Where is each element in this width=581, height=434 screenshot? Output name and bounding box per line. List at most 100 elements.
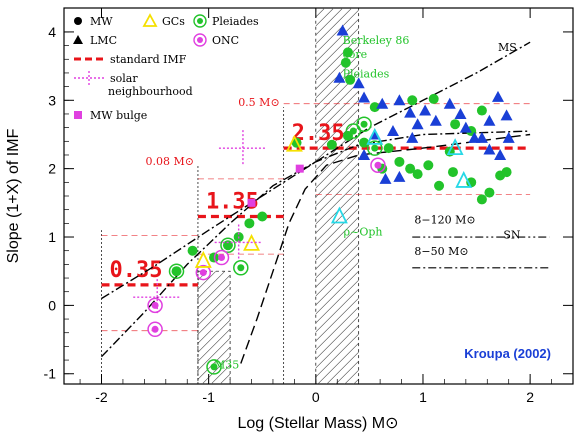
mw-point	[369, 102, 380, 113]
lmc-point	[500, 109, 513, 121]
hatch-band-left-hatch-line	[197, 271, 226, 299]
pleiades-point-core	[371, 144, 379, 152]
cyan-point	[366, 127, 384, 145]
hatch-band-right-hatch-line	[534, 8, 581, 384]
lmc-point	[376, 97, 389, 109]
mw-point	[447, 167, 458, 178]
pleiades-point	[345, 123, 362, 139]
hatch-band-left-hatch-line	[292, 271, 405, 384]
gcs-point	[194, 250, 212, 268]
legend-mw-marker	[74, 17, 82, 25]
legend-mw-label: MW	[90, 15, 113, 28]
pleiades-point-core	[173, 267, 181, 275]
hatch-band-left-hatch-line	[197, 337, 231, 371]
data-points	[133, 24, 515, 375]
hatched-regions	[197, 7, 581, 385]
mw-point	[405, 163, 416, 174]
pleiades-point	[220, 237, 236, 253]
mw-point	[359, 137, 370, 148]
hatch-band-right-hatch-line	[315, 306, 359, 351]
y-tick-label: 3	[48, 92, 56, 108]
legend-onc-marker	[193, 33, 207, 47]
mw-point	[476, 194, 487, 205]
lmc-point	[379, 172, 392, 184]
chart-text-label: MS	[498, 41, 517, 54]
hatch-band-right-hatch-line	[315, 180, 359, 225]
lmc-point	[358, 148, 371, 160]
hatch-band-right-lines	[315, 8, 581, 384]
hatch-band-left-hatch-line	[197, 271, 208, 281]
hatch-band-right-hatch-line	[315, 279, 359, 324]
mw-point	[394, 156, 405, 167]
lmc-point	[333, 71, 346, 83]
mw-point	[412, 169, 423, 180]
lmc-point	[475, 131, 488, 143]
cyan-point	[446, 138, 464, 156]
hatch-band-right-hatch-line	[353, 378, 359, 384]
hatch-band-right-hatch-line	[326, 351, 359, 384]
y-tick-label: 2	[48, 161, 56, 177]
lmc-point	[459, 121, 472, 133]
model-curve	[240, 133, 531, 364]
axes: -2 -1 0 1 2 -1 0 1 2 3 4	[44, 8, 573, 405]
pleiades-point-core	[349, 127, 357, 135]
legend-pleiades-label: Pleiades	[212, 15, 259, 28]
model-curves	[100, 41, 531, 364]
hatch-band-right-hatch-line	[315, 189, 359, 234]
y-tick-label: -1	[44, 366, 57, 382]
hatch-band-right-hatch-line	[363, 8, 581, 384]
legend-lmc-marker	[73, 35, 83, 44]
hatch-band-right-hatch-line	[552, 8, 581, 384]
model-curve	[100, 130, 531, 358]
hatch-band-right-hatch-line	[561, 8, 581, 384]
hatch-band-right-hatch-line	[507, 8, 581, 384]
chart-text-label: M35	[214, 358, 239, 371]
gcs-point	[285, 134, 303, 152]
legend-mw-bulge-marker	[74, 111, 82, 119]
legend-pleiades-marker-core	[197, 18, 203, 24]
lmc-point	[393, 94, 406, 106]
legend-onc-label: ONC	[212, 34, 239, 47]
lmc-point	[411, 118, 424, 130]
pleiades-point-core	[237, 264, 245, 272]
lmc-point	[406, 131, 419, 143]
hatch-band-right-hatch-line	[315, 171, 359, 216]
lmc-point	[491, 90, 504, 102]
mw-point	[340, 57, 351, 68]
mw-point	[501, 167, 512, 178]
lmc-point	[393, 170, 406, 182]
hatch-band-right-hatch-line	[315, 45, 359, 90]
hatch-band-right-hatch-line	[335, 360, 359, 384]
legend-mw-bulge-label: MW bulge	[90, 109, 147, 122]
onc-point	[147, 321, 163, 338]
hatch-band-right-hatch-line	[543, 8, 581, 384]
hatch-band-left-hatch-line	[210, 364, 231, 385]
hatch-band-right-hatch-line	[315, 261, 359, 306]
y-tick-label: 1	[48, 229, 56, 245]
hatch-band-right-hatch-line	[315, 315, 359, 360]
pleiades-point	[206, 359, 222, 375]
onc-point	[195, 264, 212, 281]
chart-text-label: 8−50 M⊙	[414, 245, 468, 258]
pleiades-point	[233, 260, 249, 276]
pleiades-point-core	[224, 241, 232, 249]
lmc-point	[419, 104, 432, 116]
x-tick-label: 1	[419, 389, 427, 405]
hatch-band-right-hatch-line	[315, 234, 359, 279]
hatch-band-left-hatch-line	[197, 346, 231, 380]
hatch-band-left-hatch-line	[310, 271, 423, 384]
x-tick-label: 2	[526, 389, 534, 405]
chart-text-label: Pleiades	[343, 68, 390, 81]
lmc-point	[404, 106, 417, 118]
lmc-point	[352, 77, 365, 89]
mw-point	[244, 218, 255, 229]
credit-label: Kroupa (2002)	[464, 346, 551, 361]
legend: MW GCs Pleiades LMC ONC standard IMF solarneig…	[73, 13, 259, 122]
mass-limit-label: 0.08 M⊙	[145, 155, 193, 168]
x-axis-label: Log (Stellar Mass) M⊙	[238, 415, 399, 432]
hatch-band-right-hatch-line	[372, 8, 581, 384]
hatch-band-left-hatch-line	[197, 319, 231, 353]
hatch-band-right-hatch-line	[435, 8, 581, 384]
onc-point-core	[374, 161, 382, 169]
